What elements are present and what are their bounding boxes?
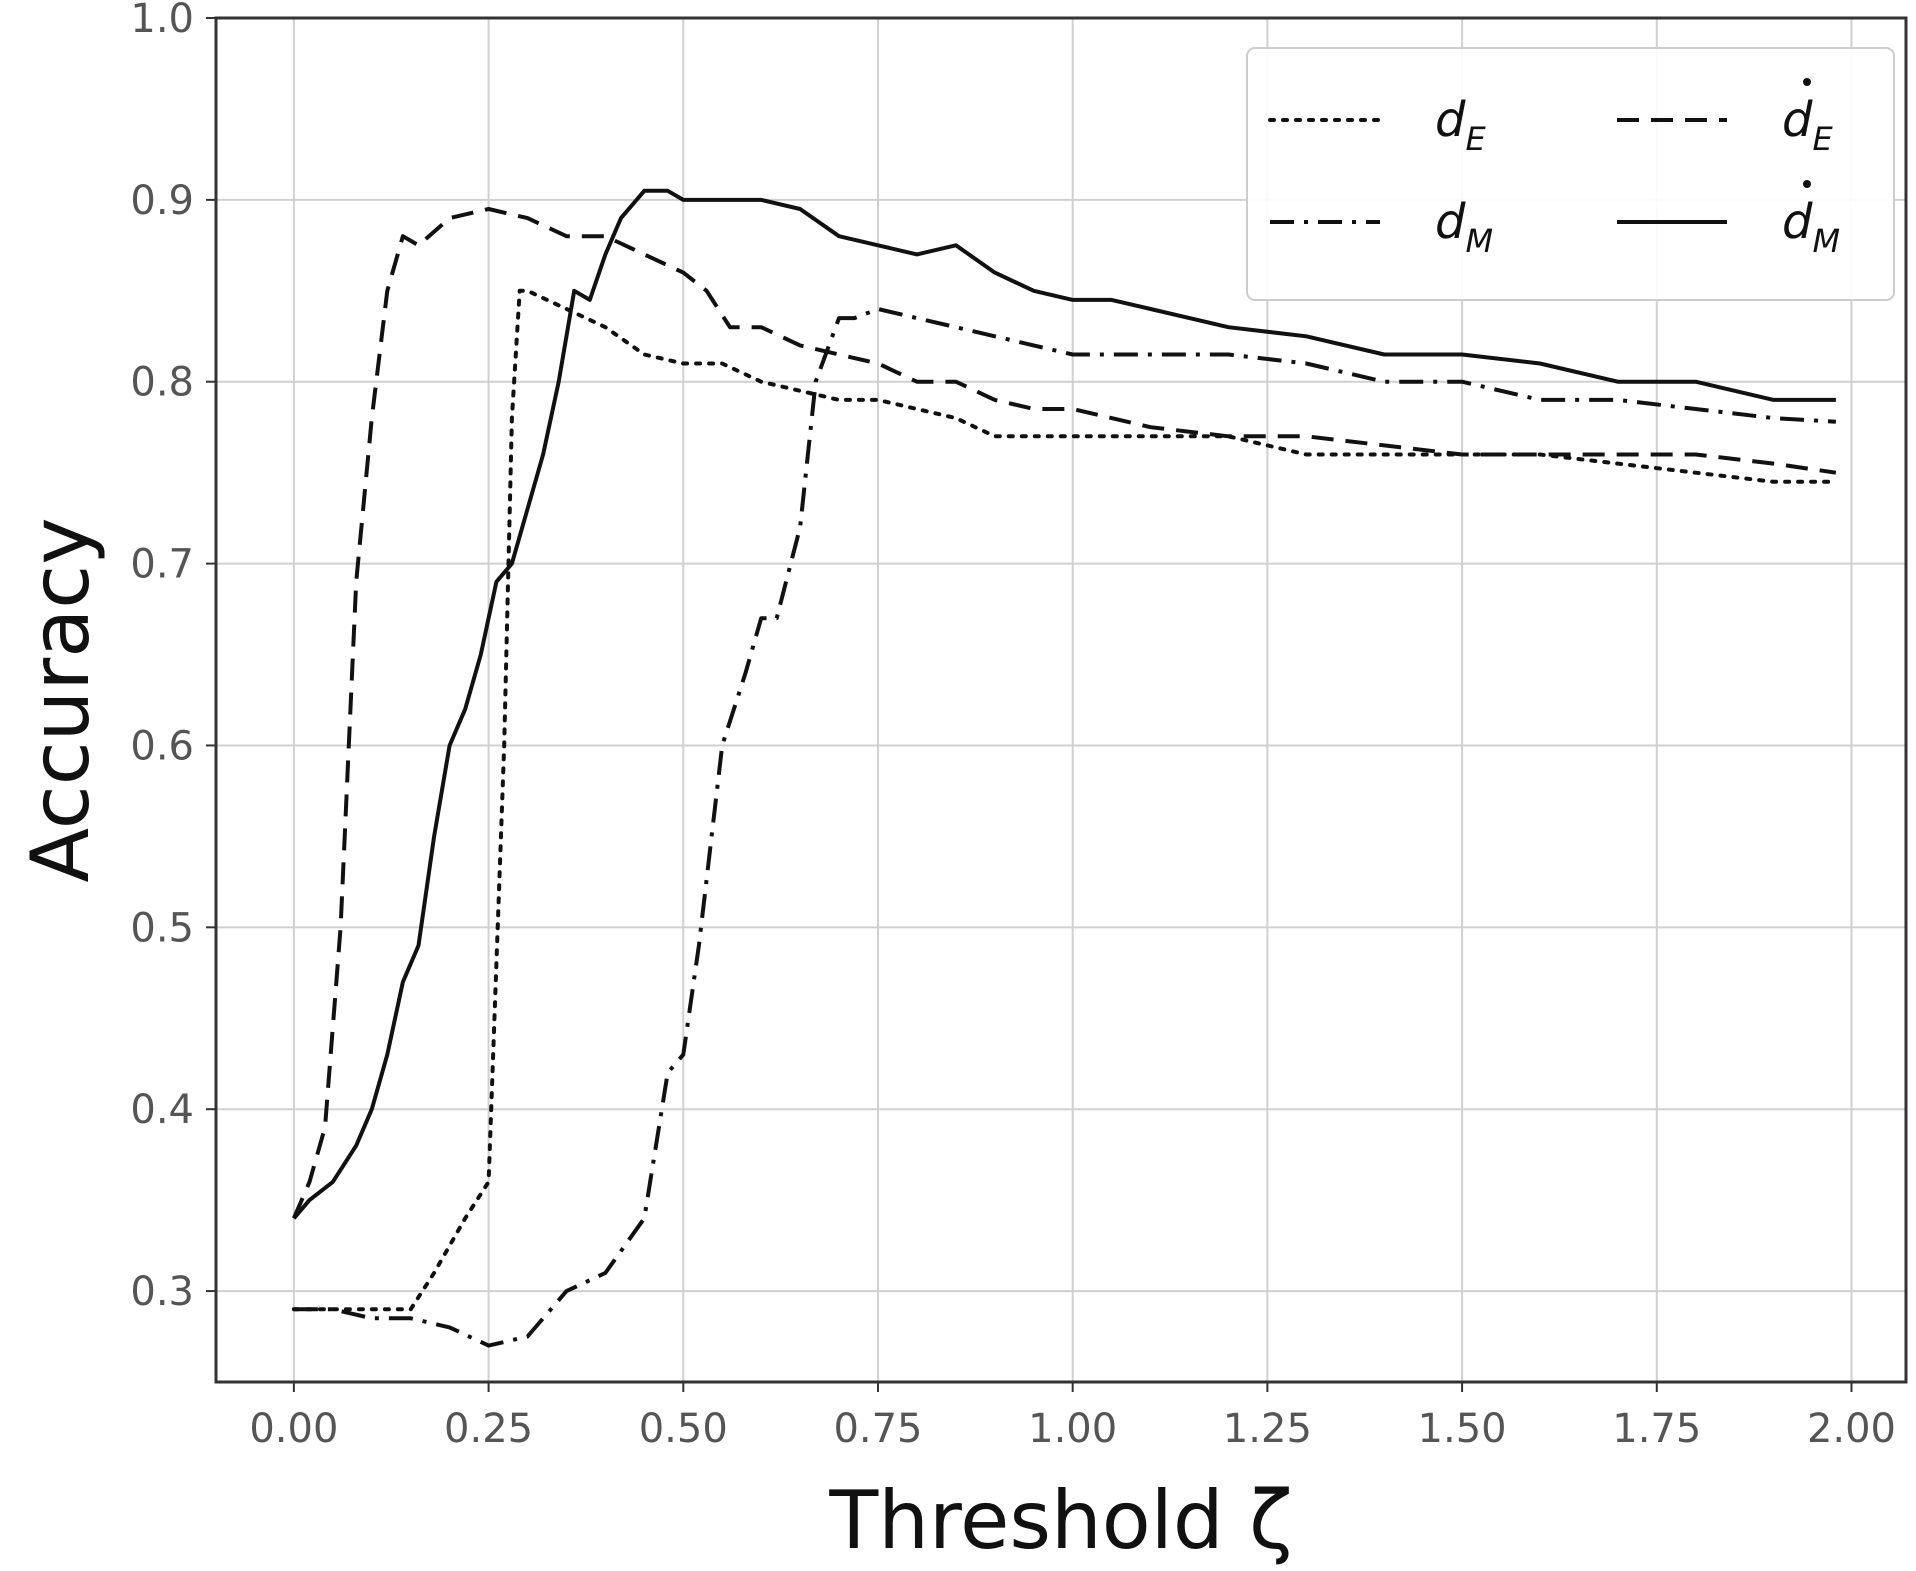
series-line-solid [292, 188, 1836, 1220]
x-tick-label: 1.75 [1612, 1406, 1701, 1452]
y-tick-label: 0.3 [130, 1269, 194, 1315]
series-line-dashdot [293, 307, 1837, 1348]
axis-ticks: 0.00 0.25 0.50 0.75 1.00 1.25 1.50 1.75 2.00 0.3 0… [130, 0, 1896, 1452]
series-lines [291, 188, 1838, 1348]
legend-label: dM [1782, 194, 1840, 260]
x-tick-label: 1.50 [1418, 1406, 1507, 1452]
x-tick-label: 0.75 [833, 1406, 922, 1452]
x-tick-label: 2.00 [1807, 1406, 1896, 1452]
series-line-dashed [292, 207, 1837, 1220]
y-tick-label: 0.8 [130, 360, 194, 406]
y-tick-label: 0.7 [130, 542, 194, 588]
legend-label-subscript: E [1465, 120, 1486, 158]
plot-frame [214, 16, 1908, 1384]
x-tick-label: 1.00 [1028, 1406, 1117, 1452]
legend-label-subscript: E [1812, 120, 1833, 158]
y-axis-label: Accuracy [14, 517, 107, 882]
x-axis-label: Threshold ζ [828, 1474, 1292, 1567]
legend-label-dot [1803, 78, 1811, 86]
x-tick-label: 0.50 [639, 1406, 728, 1452]
y-tick-label: 0.5 [130, 905, 194, 951]
x-tick-label: 0.00 [249, 1406, 338, 1452]
x-tick-label: 0.25 [444, 1406, 533, 1452]
series-line-dotted [291, 288, 1838, 1312]
legend-label: dE [1435, 92, 1486, 158]
y-tick-label: 0.4 [130, 1087, 194, 1133]
legend-label-subscript: M [1465, 222, 1493, 260]
y-tick-label: 0.9 [130, 178, 194, 224]
x-tick-label: 1.25 [1223, 1406, 1312, 1452]
legend-label-subscript: M [1812, 222, 1840, 260]
legend-label-dot [1803, 180, 1811, 188]
legend-box [1246, 47, 1895, 301]
y-tick-label: 1.0 [130, 0, 194, 42]
y-tick-label: 0.6 [130, 723, 194, 769]
